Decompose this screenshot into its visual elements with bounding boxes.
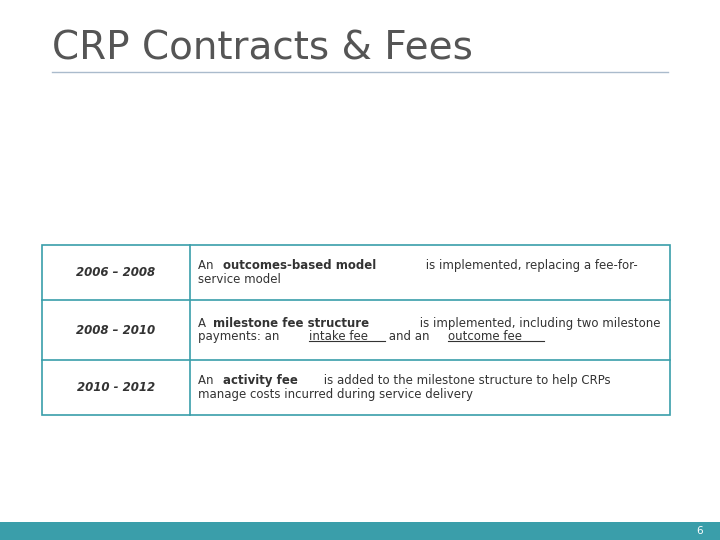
Text: activity fee: activity fee bbox=[223, 374, 298, 387]
Text: Outcome-
based
model: Outcome- based model bbox=[143, 280, 201, 329]
Circle shape bbox=[246, 265, 326, 345]
Text: outcomes-based model: outcomes-based model bbox=[223, 259, 377, 272]
Text: Milestones
• Intake
• Outcome: Milestones • Intake • Outcome bbox=[341, 280, 405, 329]
Text: milestone fee structure: milestone fee structure bbox=[213, 317, 369, 330]
Text: intake fee: intake fee bbox=[309, 330, 367, 343]
Circle shape bbox=[444, 265, 524, 345]
Bar bbox=[42, 245, 670, 415]
Text: payments: an: payments: an bbox=[198, 330, 283, 343]
Text: manage costs incurred during service delivery: manage costs incurred during service del… bbox=[198, 388, 473, 401]
Text: is added to the milestone structure to help CRPs: is added to the milestone structure to h… bbox=[320, 374, 611, 387]
Polygon shape bbox=[42, 255, 247, 355]
Text: 2008 – 2010: 2008 – 2010 bbox=[76, 323, 156, 336]
Text: CRP Contracts & Fees: CRP Contracts & Fees bbox=[52, 30, 473, 68]
Text: An: An bbox=[198, 259, 217, 272]
Text: An: An bbox=[198, 374, 217, 387]
Polygon shape bbox=[240, 255, 445, 355]
Text: 2010: 2010 bbox=[455, 295, 513, 315]
Text: 2008: 2008 bbox=[257, 295, 315, 315]
Circle shape bbox=[48, 265, 128, 345]
Text: 2006: 2006 bbox=[59, 295, 117, 315]
Text: service model: service model bbox=[198, 273, 281, 286]
Text: Milestones
• Intake
• Activity
• Outcome: Milestones • Intake • Activity • Outcome bbox=[539, 272, 603, 339]
Text: 6: 6 bbox=[697, 526, 703, 536]
Text: and an: and an bbox=[385, 330, 433, 343]
Text: A: A bbox=[198, 317, 210, 330]
Text: 2010 - 2012: 2010 - 2012 bbox=[77, 381, 155, 394]
Bar bbox=[0, 522, 720, 540]
Polygon shape bbox=[438, 255, 643, 355]
Text: 2006 – 2008: 2006 – 2008 bbox=[76, 266, 156, 279]
Text: is implemented, including two milestone: is implemented, including two milestone bbox=[416, 317, 660, 330]
Text: outcome fee: outcome fee bbox=[448, 330, 522, 343]
Text: is implemented, replacing a fee-for-: is implemented, replacing a fee-for- bbox=[422, 259, 638, 272]
